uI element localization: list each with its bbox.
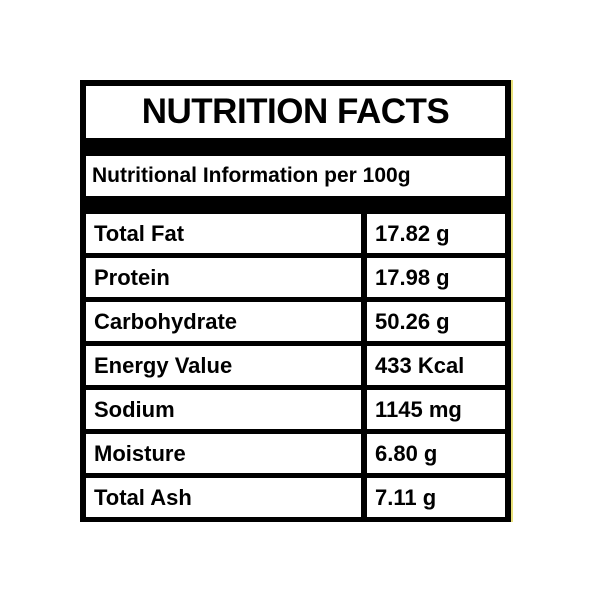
nutrient-value: 433 Kcal <box>367 346 505 385</box>
nutrient-value: 7.11 g <box>367 478 505 517</box>
nutrient-value: 6.80 g <box>367 434 505 473</box>
nutrient-name: Sodium <box>86 390 361 429</box>
nutrient-value: 50.26 g <box>367 302 505 341</box>
nutrient-name: Energy Value <box>86 346 361 385</box>
nutrient-value: 17.98 g <box>367 258 505 297</box>
nutrient-value: 1145 mg <box>367 390 505 429</box>
nutrient-value: 17.82 g <box>367 214 505 253</box>
nutrient-name: Moisture <box>86 434 361 473</box>
nutrition-table: Total Fat 17.82 g Protein 17.98 g Carbohydra… <box>86 214 505 517</box>
title: NUTRITION FACTS <box>86 86 505 138</box>
subtitle: Nutritional Information per 100g <box>86 156 505 196</box>
nutrient-name: Carbohydrate <box>86 302 361 341</box>
nutrient-name: Protein <box>86 258 361 297</box>
nutrient-name: Total Fat <box>86 214 361 253</box>
nutrient-name: Total Ash <box>86 478 361 517</box>
nutrition-panel: NUTRITION FACTS Nutritional Information … <box>80 80 513 522</box>
